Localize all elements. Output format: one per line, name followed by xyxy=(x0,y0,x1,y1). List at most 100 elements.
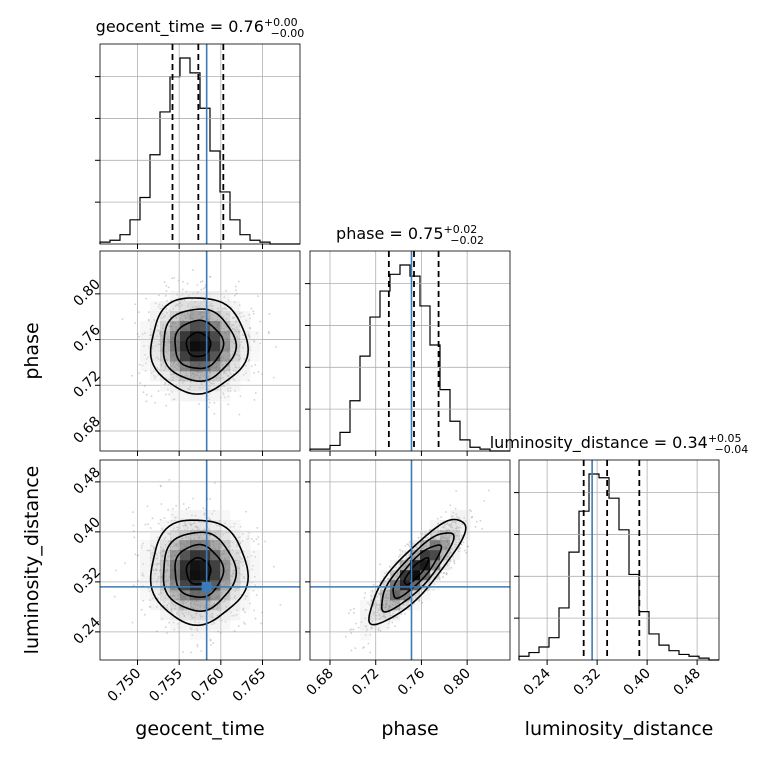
sample-point xyxy=(443,527,446,529)
density-cell xyxy=(160,371,171,382)
sample-point xyxy=(241,608,244,611)
density-cell xyxy=(210,590,221,601)
density-cell xyxy=(200,620,211,631)
sample-point xyxy=(449,560,452,563)
sample-point xyxy=(235,289,237,292)
sample-point xyxy=(124,562,126,565)
sample-point xyxy=(452,556,455,558)
density-cell xyxy=(170,520,181,531)
sample-point xyxy=(141,544,143,547)
density-cell xyxy=(240,341,251,352)
sample-point xyxy=(440,516,443,519)
sample-point xyxy=(185,611,187,614)
sample-point xyxy=(433,583,436,585)
sample-point xyxy=(245,510,247,513)
density-cell xyxy=(180,391,191,402)
sample-point xyxy=(402,603,405,606)
sample-point xyxy=(155,569,158,571)
sample-point xyxy=(211,616,214,619)
sample-point xyxy=(157,305,160,308)
sample-point xyxy=(377,627,380,630)
sample-point xyxy=(156,562,159,565)
sample-point xyxy=(163,281,166,284)
sample-point xyxy=(234,390,237,392)
sample-point xyxy=(150,334,152,336)
sample-point xyxy=(377,618,380,621)
sample-point xyxy=(159,518,162,521)
density-cell xyxy=(240,351,251,362)
sample-point xyxy=(450,522,453,525)
density-cell xyxy=(220,301,231,312)
sample-point xyxy=(114,569,117,572)
density-cell xyxy=(220,620,231,631)
sample-point xyxy=(384,572,386,575)
density-cell xyxy=(210,510,221,521)
sample-point xyxy=(375,603,378,606)
sample-point xyxy=(161,527,164,530)
sample-point xyxy=(254,555,257,558)
density-cell xyxy=(230,580,241,591)
density-cell xyxy=(380,590,391,601)
sample-point xyxy=(151,554,154,557)
sample-point xyxy=(255,594,258,597)
sample-point xyxy=(238,304,241,307)
sample-point xyxy=(255,332,258,334)
sample-point xyxy=(210,382,213,385)
sample-point xyxy=(151,345,154,347)
sample-point xyxy=(384,616,387,619)
sample-point xyxy=(165,284,168,287)
density-cell xyxy=(240,361,251,372)
sample-point xyxy=(142,574,145,577)
sample-point xyxy=(167,508,170,511)
sample-point xyxy=(246,538,249,540)
sample-point xyxy=(386,587,389,590)
sample-point xyxy=(187,611,190,614)
sample-point xyxy=(177,279,180,282)
sample-point xyxy=(167,540,170,543)
sample-point xyxy=(207,406,210,408)
sample-point xyxy=(246,595,249,598)
density-cell xyxy=(380,620,391,631)
density-cell xyxy=(220,291,231,302)
density-cell xyxy=(140,540,151,551)
sample-point xyxy=(168,602,170,605)
density-cell xyxy=(170,291,181,302)
sample-point xyxy=(188,388,191,390)
sample-point xyxy=(237,625,240,628)
density-cell xyxy=(230,331,241,342)
sample-point xyxy=(181,381,184,384)
sample-point xyxy=(233,630,236,632)
sample-point xyxy=(157,593,160,596)
density-cell xyxy=(190,291,201,302)
sample-point xyxy=(398,555,400,558)
sample-point xyxy=(387,622,390,625)
density-cell xyxy=(420,540,431,551)
density-cell xyxy=(160,560,171,571)
sample-point xyxy=(391,614,394,617)
density-cell xyxy=(190,321,201,332)
sample-point xyxy=(388,578,390,581)
sample-point xyxy=(449,551,452,554)
density-cell xyxy=(220,321,231,332)
sample-point xyxy=(147,318,150,321)
sample-point xyxy=(454,527,457,530)
density-cell xyxy=(200,371,211,382)
density-cell xyxy=(440,530,451,541)
sample-point xyxy=(164,543,167,546)
sample-point xyxy=(157,390,160,392)
sample-point xyxy=(253,371,256,374)
sample-point xyxy=(157,374,160,376)
sample-point xyxy=(178,302,181,305)
density-cell xyxy=(210,620,221,631)
density-cell xyxy=(230,540,241,551)
sample-point xyxy=(364,592,367,594)
histogram-geocent_time xyxy=(99,57,300,245)
sample-point xyxy=(451,515,454,518)
sample-point xyxy=(401,550,404,553)
sample-point xyxy=(212,642,215,645)
sample-point xyxy=(216,388,219,391)
sample-point xyxy=(257,370,260,373)
density-cell xyxy=(230,600,241,611)
sample-point xyxy=(399,553,402,556)
sample-point xyxy=(190,614,193,617)
